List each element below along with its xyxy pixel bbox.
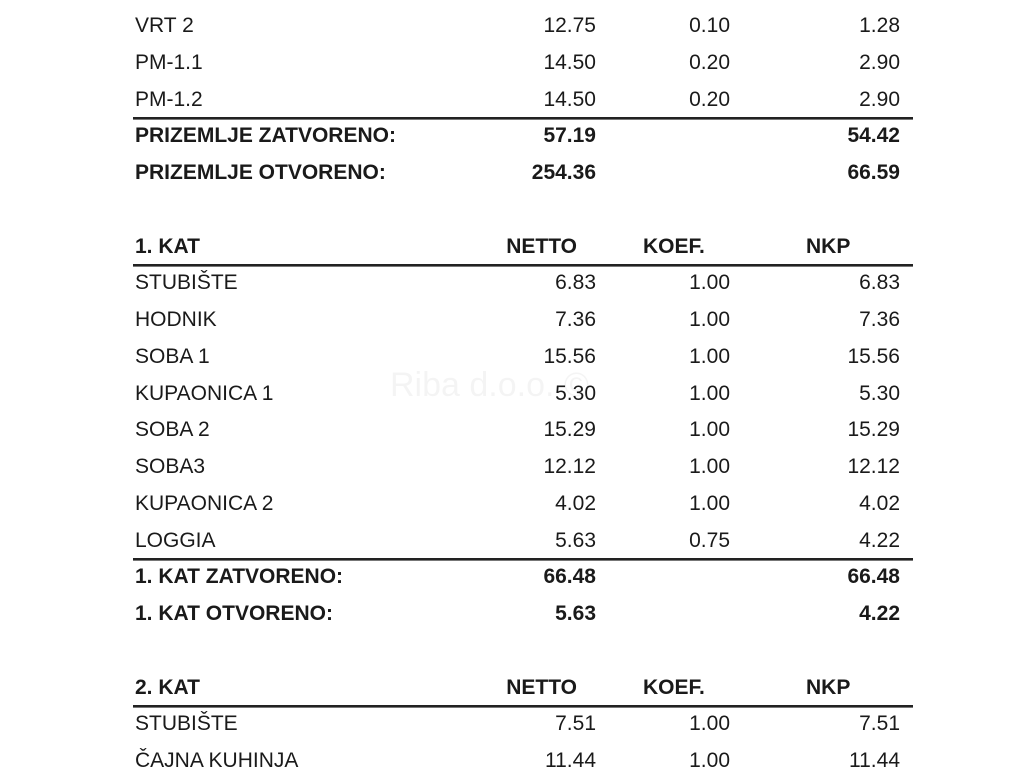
netto-cell: 5.63	[555, 602, 596, 625]
koef-cell: 1.00	[689, 712, 730, 736]
netto-cell: NETTO	[506, 675, 577, 699]
header-divider	[133, 264, 913, 267]
koef-cell: 1.00	[689, 344, 730, 368]
nkp-cell: 4.02	[859, 491, 900, 515]
nkp-cell: 66.48	[847, 565, 900, 589]
table-row: ČAJNA KUHINJA 11.44 1.00 11.44	[0, 746, 1024, 776]
table-row: SOBA 2 15.29 1.00 15.29	[0, 415, 1024, 445]
nkp-cell: 5.30	[859, 381, 900, 405]
table-row: KUPAONICA 2 4.02 1.00 4.02	[0, 489, 1024, 519]
label-cell: PM-1.2	[135, 87, 203, 111]
nkp-cell: 54.42	[847, 124, 900, 148]
koef-cell: 0.20	[689, 50, 730, 74]
koef-cell: KOEF.	[643, 675, 705, 699]
nkp-cell: 7.51	[859, 712, 900, 736]
label-cell: SOBA 1	[135, 344, 210, 368]
label-cell: HODNIK	[135, 308, 217, 331]
total-row: PRIZEMLJE ZATVORENO: 57.19 54.42	[0, 121, 1024, 151]
netto-cell: 15.56	[543, 344, 596, 368]
netto-cell: 66.48	[543, 565, 596, 589]
koef-cell: 1.00	[689, 749, 730, 772]
nkp-cell: 1.28	[859, 14, 900, 37]
label-cell: 1. KAT	[135, 234, 200, 258]
label-cell: KUPAONICA 2	[135, 491, 274, 515]
koef-cell: 1.00	[689, 455, 730, 478]
label-cell: SOBA 2	[135, 418, 210, 442]
table-row: VRT 2 12.75 0.10 1.28	[0, 11, 1024, 41]
label-cell: STUBIŠTE	[135, 271, 238, 295]
label-cell: 1. KAT OTVORENO:	[135, 602, 333, 625]
label-cell: LOGGIA	[135, 528, 216, 552]
nkp-cell: 11.44	[849, 749, 900, 772]
nkp-cell: NKP	[806, 675, 851, 699]
netto-cell: 254.36	[531, 161, 596, 184]
totals-divider	[133, 116, 913, 120]
koef-cell: 0.10	[689, 14, 730, 37]
total-row: 1. KAT ZATVORENO: 66.48 66.48	[0, 562, 1024, 592]
nkp-cell: 12.12	[847, 455, 900, 478]
nkp-cell: 2.90	[859, 87, 900, 111]
label-cell: KUPAONICA 1	[135, 381, 274, 405]
nkp-cell: 7.36	[859, 308, 900, 331]
table-row: KUPAONICA 1 5.30 1.00 5.30	[0, 379, 1024, 409]
koef-cell: 1.00	[689, 418, 730, 442]
netto-cell: 6.83	[555, 271, 596, 295]
netto-cell: 4.02	[555, 491, 596, 515]
table-row: PM-1.1 14.50 0.20 2.90	[0, 48, 1024, 78]
nkp-cell: 4.22	[859, 602, 900, 625]
section-header: 1. KAT NETTO KOEF. NKP	[0, 232, 1024, 262]
section-header: 2. KAT NETTO KOEF. NKP	[0, 673, 1024, 703]
label-cell: PRIZEMLJE OTVORENO:	[135, 161, 386, 184]
label-cell: 1. KAT ZATVORENO:	[135, 565, 344, 589]
table-row: SOBA 1 15.56 1.00 15.56	[0, 342, 1024, 372]
netto-cell: 11.44	[545, 749, 596, 772]
nkp-cell: 15.29	[847, 418, 900, 442]
table-row: HODNIK 7.36 1.00 7.36	[0, 305, 1024, 335]
netto-cell: 15.29	[543, 418, 596, 442]
netto-cell: 12.12	[543, 455, 596, 478]
nkp-cell: 6.83	[859, 271, 900, 295]
koef-cell: KOEF.	[643, 234, 705, 258]
label-cell: ČAJNA KUHINJA	[135, 749, 299, 772]
koef-cell: 1.00	[689, 491, 730, 515]
netto-cell: 14.50	[543, 87, 596, 111]
nkp-cell: NKP	[806, 234, 851, 258]
nkp-cell: 4.22	[859, 528, 900, 552]
header-divider	[133, 705, 913, 708]
label-cell: SOBA3	[135, 455, 206, 478]
nkp-cell: 15.56	[847, 344, 900, 368]
nkp-cell: 66.59	[847, 161, 900, 184]
total-row: PRIZEMLJE OTVORENO: 254.36 66.59	[0, 158, 1024, 188]
totals-divider	[133, 557, 913, 561]
netto-cell: 5.30	[555, 381, 596, 405]
watermark: Riba d.o.o. ©	[390, 366, 589, 405]
total-row: 1. KAT OTVORENO: 5.63 4.22	[0, 599, 1024, 629]
koef-cell: 1.00	[689, 271, 730, 295]
koef-cell: 0.20	[689, 87, 730, 111]
netto-cell: NETTO	[506, 234, 577, 258]
label-cell: PRIZEMLJE ZATVORENO:	[135, 124, 396, 148]
table-row: SOBA3 12.12 1.00 12.12	[0, 452, 1024, 482]
label-cell: 2. KAT	[135, 675, 200, 699]
koef-cell: 1.00	[689, 381, 730, 405]
netto-cell: 7.51	[555, 712, 596, 736]
netto-cell: 7.36	[555, 308, 596, 331]
netto-cell: 57.19	[543, 124, 596, 148]
nkp-cell: 2.90	[859, 50, 900, 74]
netto-cell: 12.75	[543, 14, 596, 37]
label-cell: VRT 2	[135, 14, 194, 37]
label-cell: PM-1.1	[135, 50, 203, 74]
netto-cell: 14.50	[543, 50, 596, 74]
netto-cell: 5.63	[555, 528, 596, 552]
label-cell: STUBIŠTE	[135, 712, 238, 736]
table-row: PM-1.2 14.50 0.20 2.90	[0, 85, 1024, 115]
koef-cell: 1.00	[689, 308, 730, 331]
table-row: STUBIŠTE 6.83 1.00 6.83	[0, 268, 1024, 298]
table-row: STUBIŠTE 7.51 1.00 7.51	[0, 709, 1024, 739]
koef-cell: 0.75	[689, 528, 730, 552]
table-row: LOGGIA 5.63 0.75 4.22	[0, 526, 1024, 556]
